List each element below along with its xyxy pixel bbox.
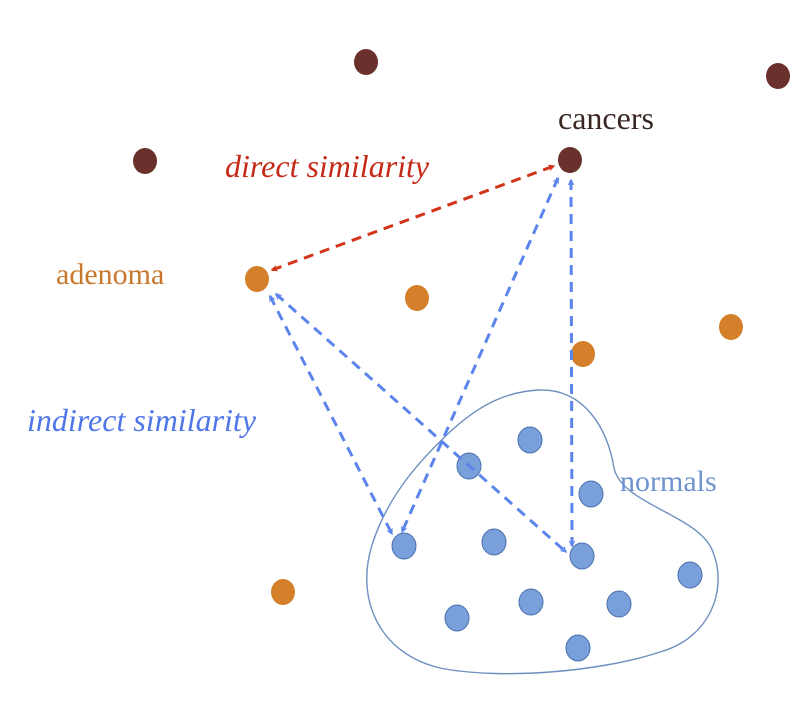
adenoma-dot	[719, 314, 743, 340]
normal-dot	[391, 532, 417, 560]
normal-dot	[481, 528, 507, 556]
cancer-dots	[133, 49, 790, 174]
indirect-arrow-cancer-left	[400, 176, 560, 534]
normal-dot	[677, 561, 703, 589]
cancer-dot-main	[558, 147, 582, 173]
normal-dot	[565, 634, 591, 662]
cancer-dot	[766, 63, 790, 89]
normal-dot	[578, 480, 604, 508]
cancer-dot	[133, 148, 157, 174]
indirect-arrow-adenoma-left	[268, 294, 394, 536]
normal-dots	[391, 426, 703, 662]
normal-dot	[444, 604, 470, 632]
indirect-arrow-cancer-right	[567, 178, 576, 548]
indirect-similarity-label: indirect similarity	[27, 402, 257, 438]
normal-dot	[569, 542, 595, 570]
indirect-similarity-arrows	[268, 176, 576, 554]
adenoma-dot	[405, 285, 429, 311]
normals-label: normals	[620, 465, 717, 498]
adenoma-dot	[271, 579, 295, 605]
adenoma-dot-main	[245, 266, 269, 292]
normal-dot	[517, 426, 543, 454]
indirect-arrow-adenoma-right	[274, 292, 568, 554]
normal-dot	[606, 590, 632, 618]
adenoma-dot	[571, 341, 595, 367]
cancer-dot	[354, 49, 378, 75]
normal-dot	[518, 588, 544, 616]
direct-similarity-label: direct similarity	[225, 148, 430, 184]
cancers-label: cancers	[558, 100, 654, 136]
adenoma-label: adenoma	[56, 258, 164, 291]
